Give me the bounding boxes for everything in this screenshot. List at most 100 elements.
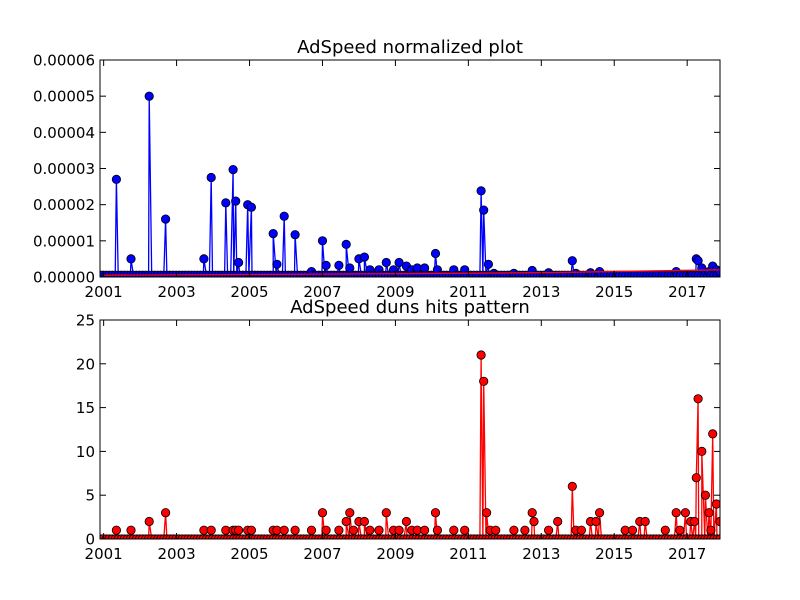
data-point bbox=[268, 229, 278, 239]
data-point bbox=[576, 525, 587, 535]
data-point bbox=[381, 257, 391, 268]
x-tick-label: 2009 bbox=[376, 545, 414, 563]
data-point bbox=[290, 230, 300, 240]
data-point bbox=[126, 525, 136, 535]
data-point bbox=[594, 508, 605, 518]
data-point bbox=[111, 174, 122, 184]
data-point bbox=[680, 508, 691, 518]
data-point bbox=[348, 525, 359, 535]
data-point bbox=[689, 516, 700, 527]
data-point bbox=[479, 205, 489, 215]
data-point bbox=[341, 516, 351, 527]
data-point bbox=[481, 508, 492, 518]
data-point bbox=[321, 260, 331, 270]
series-line-0 bbox=[100, 354, 720, 539]
x-tick-label: 2011 bbox=[449, 545, 487, 563]
data-point bbox=[567, 256, 577, 266]
data-point bbox=[365, 525, 375, 535]
data-point bbox=[206, 525, 216, 535]
x-tick-label: 2011 bbox=[449, 283, 487, 301]
data-point bbox=[321, 525, 331, 535]
data-point bbox=[708, 429, 718, 439]
data-point bbox=[401, 516, 411, 527]
data-point bbox=[706, 525, 716, 535]
x-tick-label: 2015 bbox=[595, 545, 633, 563]
data-point bbox=[381, 508, 391, 518]
data-point bbox=[161, 508, 171, 518]
data-point bbox=[553, 516, 563, 527]
data-point bbox=[231, 196, 241, 206]
series-line-0 bbox=[100, 96, 720, 277]
y-tick-label: 0.00002 bbox=[33, 196, 95, 214]
data-point bbox=[476, 186, 486, 196]
x-tick-label: 2005 bbox=[230, 545, 268, 563]
data-point bbox=[693, 256, 703, 266]
data-point bbox=[691, 473, 701, 483]
data-point bbox=[479, 376, 489, 386]
chart-normalized-plot: AdSpeed normalized plot 2001 2003 2005 2007 2… bbox=[33, 37, 721, 301]
data-point bbox=[394, 525, 404, 535]
chart-title: AdSpeed duns hits pattern bbox=[290, 297, 530, 318]
data-point bbox=[161, 214, 171, 224]
data-point bbox=[432, 525, 442, 535]
data-point bbox=[359, 516, 369, 527]
data-point bbox=[660, 525, 670, 535]
data-point bbox=[359, 252, 369, 262]
data-point bbox=[144, 91, 154, 101]
data-point bbox=[543, 525, 554, 535]
axes-frame bbox=[99, 319, 721, 540]
data-point bbox=[374, 525, 384, 535]
y-tick-label: 10 bbox=[76, 443, 95, 461]
data-point bbox=[675, 525, 685, 535]
x-tick-label: 2015 bbox=[595, 283, 633, 301]
data-point bbox=[199, 254, 209, 264]
y-tick-label: 0 bbox=[85, 531, 95, 549]
data-point bbox=[693, 394, 703, 404]
plot-area bbox=[100, 350, 720, 539]
x-tick-label: 2001 bbox=[85, 545, 123, 563]
x-tick-label: 2013 bbox=[522, 283, 560, 301]
y-tick-label: 15 bbox=[76, 399, 95, 417]
data-point bbox=[221, 198, 231, 208]
data-point bbox=[246, 202, 256, 212]
data-point bbox=[206, 172, 216, 183]
data-point bbox=[640, 516, 650, 527]
x-tick-label: 2003 bbox=[157, 545, 195, 563]
chart-duns-hits-pattern: AdSpeed duns hits pattern 2001 2003 2005 200… bbox=[76, 297, 721, 563]
chart-title: AdSpeed normalized plot bbox=[297, 37, 523, 58]
data-point bbox=[697, 446, 707, 456]
axes-frame bbox=[99, 59, 721, 278]
data-point bbox=[483, 259, 493, 269]
data-point bbox=[279, 211, 289, 221]
data-point bbox=[228, 165, 238, 175]
x-tick-label: 2001 bbox=[85, 283, 123, 301]
x-tick-label: 2003 bbox=[157, 283, 195, 301]
x-tick-label: 2005 bbox=[230, 283, 268, 301]
data-point bbox=[509, 525, 519, 535]
data-point bbox=[234, 525, 244, 535]
y-tick-label: 0.00001 bbox=[33, 232, 95, 250]
data-point bbox=[144, 516, 154, 527]
data-point bbox=[567, 481, 577, 491]
y-tick-label: 5 bbox=[85, 487, 95, 505]
data-point bbox=[279, 525, 289, 535]
data-point bbox=[272, 259, 282, 269]
data-point bbox=[476, 350, 486, 360]
data-point bbox=[345, 508, 355, 518]
plot-area bbox=[100, 91, 720, 277]
y-tick-label: 0.00006 bbox=[33, 52, 95, 70]
x-tick-label: 2007 bbox=[303, 545, 341, 563]
data-point bbox=[419, 525, 430, 535]
data-point bbox=[126, 254, 136, 264]
y-tick-label: 0.00003 bbox=[33, 160, 95, 178]
y-tick-label: 0.00000 bbox=[33, 269, 95, 287]
data-point bbox=[700, 490, 711, 500]
data-point bbox=[246, 525, 256, 535]
data-point bbox=[491, 525, 501, 535]
data-point bbox=[306, 525, 317, 535]
y-tick-label: 0.00005 bbox=[33, 88, 95, 106]
x-tick-label: 2017 bbox=[668, 283, 706, 301]
x-tick-label: 2009 bbox=[376, 283, 414, 301]
data-point bbox=[520, 525, 530, 535]
